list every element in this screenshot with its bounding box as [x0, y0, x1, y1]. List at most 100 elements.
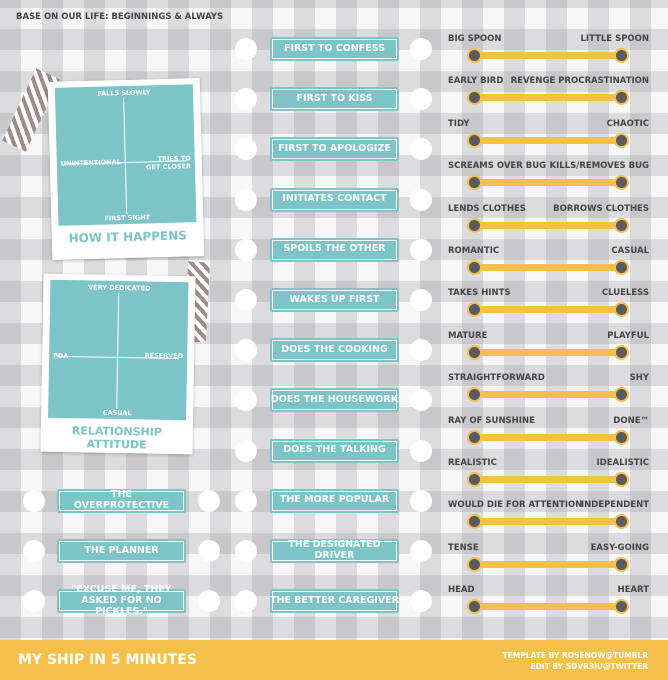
slider-left-label: SCREAMS OVER BUG	[448, 161, 547, 172]
prompt-label: DOES THE COOKING	[270, 338, 399, 363]
choice-circle	[235, 289, 257, 311]
slider-track	[474, 179, 624, 187]
quadrant-chart: FALLS SLOWLY FIRST SIGHT UNINTENTIONAL TRIE…	[54, 84, 197, 226]
choice-circle	[235, 188, 257, 211]
prompt-label: DOES THE TALKING	[270, 438, 399, 463]
choice-circle	[23, 540, 45, 563]
prompt-label: FIRST TO KISS	[270, 87, 399, 112]
slider-track	[474, 518, 624, 526]
slider-knob	[467, 599, 482, 615]
prompt-label: FIRST TO CONFESS	[270, 37, 399, 61]
choice-circle	[23, 490, 45, 512]
slider-track	[474, 560, 624, 568]
choice-circle	[235, 238, 257, 261]
quadrant-label: TRIES TO GET CLOSER	[146, 154, 192, 172]
slider-knob	[614, 260, 629, 275]
slider-knob	[467, 472, 482, 487]
slider-knob	[467, 514, 482, 530]
slider-left-label: RAY OF SUNSHINE	[448, 415, 535, 426]
slider-right-label: PLAYFUL	[607, 330, 649, 341]
choice-circle	[410, 88, 432, 111]
choice-circle	[410, 540, 432, 562]
slider-track	[474, 306, 624, 314]
prompt-label: THE MORE POPULAR	[270, 488, 399, 513]
slider-knob	[614, 90, 629, 106]
choice-circle	[410, 489, 432, 512]
slider-knob	[614, 556, 629, 572]
slider-knob	[467, 175, 482, 191]
slider-knob	[467, 90, 482, 106]
slider-knob	[467, 217, 482, 233]
prompt-label: SPOILS THE OTHER	[270, 237, 399, 262]
slider-track	[474, 433, 624, 441]
polaroid: FALLS SLOWLY FIRST SIGHT UNINTENTIONAL TRIE…	[47, 78, 205, 260]
prompt-label: INITIATES CONTACT	[270, 187, 399, 212]
slider-knob	[467, 260, 482, 275]
choice-circle	[198, 490, 220, 512]
slider-knob	[614, 302, 629, 318]
slider-right-label: CHAOTIC	[606, 118, 649, 129]
choice-circle	[198, 590, 220, 613]
choice-circle	[410, 389, 432, 412]
slider-right-label: HEART	[617, 585, 649, 596]
slider-right-label: CLUELESS	[601, 288, 649, 299]
slider-knob	[467, 48, 482, 63]
header-title: BASE ON OUR LIFE: BEGINNINGS & ALWAYS	[16, 12, 224, 22]
choice-circle	[235, 439, 257, 462]
choice-circle	[23, 590, 45, 613]
credit: TEMPLATE BY ROSENOW@TUMBLR	[502, 651, 648, 660]
slider-right-label: EASY-GOING	[590, 542, 649, 553]
quadrant-label: PDA	[53, 351, 69, 361]
slider-right-label: LITTLE SPOON	[580, 34, 649, 44]
slider-left-label: MATURE	[448, 330, 488, 341]
choice-circle	[410, 289, 432, 311]
choice-circle	[235, 590, 257, 613]
footer-title: MY SHIP IN 5 MINUTES	[18, 652, 197, 668]
choice-circle	[235, 38, 257, 60]
prompt-label: DOES THE HOUSEWORK	[270, 388, 399, 413]
slider-track	[474, 94, 624, 102]
slider-right-label: IDEALISTIC	[596, 458, 649, 468]
axis-line	[116, 292, 120, 409]
slider-right-label: DONE™	[613, 415, 649, 426]
slider-track	[474, 391, 624, 399]
slider-track	[474, 264, 624, 271]
slider-track	[474, 52, 624, 59]
choice-circle	[410, 439, 432, 462]
choice-circle	[235, 540, 257, 562]
prompt-label: THE DESIGNATED DRIVER	[270, 539, 399, 563]
choice-circle	[410, 38, 432, 60]
slider-right-label: KILLS/REMOVES BUG	[549, 161, 649, 172]
slider-knob	[614, 132, 629, 148]
quadrant-label: FIRST SIGHT	[104, 213, 151, 223]
slider-left-label: EARLY BIRD	[448, 76, 504, 87]
slider-right-label: REVENGE PROCRASTINATION	[510, 76, 649, 87]
prompt-label: WAKES UP FIRST	[270, 288, 399, 312]
axis-line	[123, 98, 128, 215]
quadrant-title: HOW IT HAPPENS	[68, 228, 188, 246]
choice-circle	[235, 138, 257, 161]
slider-left-label: HEAD	[448, 585, 475, 596]
slider-knob	[614, 48, 629, 63]
slider-track	[474, 603, 624, 611]
prompt-label: THE PLANNER	[57, 539, 186, 564]
quadrant-label: UNINTENTIONAL	[60, 158, 121, 168]
slider-knob	[467, 302, 482, 318]
slider-left-label: WOULD DIE FOR ATTENTION	[448, 500, 583, 511]
quadrant-label: CASUAL	[102, 408, 132, 418]
choice-circle	[235, 489, 257, 512]
prompt-label: FIRST TO APOLOGIZE	[270, 137, 399, 162]
choice-circle	[198, 540, 220, 563]
slider-knob	[467, 132, 482, 148]
slider-track	[474, 221, 624, 229]
slider-left-label: LENDS CLOTHES	[448, 203, 526, 214]
quadrant-chart: VERY DEDICATED CASUAL PDA RESERVED	[48, 279, 189, 421]
slider-knob	[614, 344, 629, 360]
credit: EDIT BY SDVR3IU@TWITTER	[530, 662, 648, 671]
slider-left-label: REALISTIC	[448, 458, 497, 468]
slider-knob	[467, 387, 482, 403]
slider-left-label: ROMANTIC	[448, 246, 500, 256]
prompt-label: "EXCUSE ME, THEY ASKED FOR NO PICKLES."	[57, 584, 186, 617]
choice-circle	[235, 389, 257, 412]
